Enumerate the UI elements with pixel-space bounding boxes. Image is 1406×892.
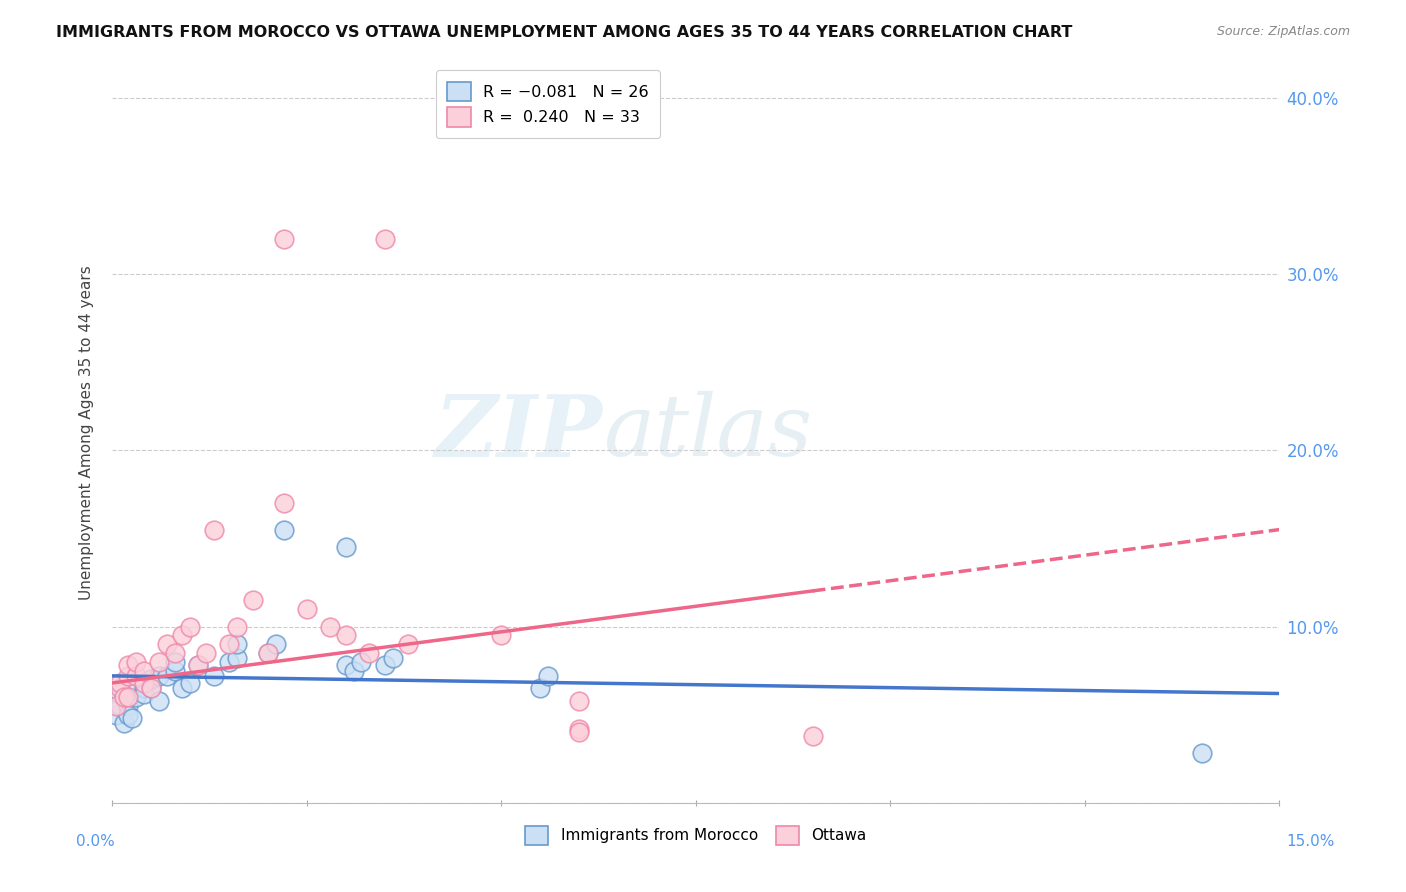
Point bbox=[125, 669, 148, 683]
Point bbox=[179, 676, 201, 690]
Point bbox=[117, 669, 139, 683]
Point bbox=[156, 669, 179, 683]
Point bbox=[105, 707, 128, 722]
Point bbox=[112, 690, 135, 704]
Point bbox=[801, 729, 824, 743]
Point bbox=[257, 646, 280, 660]
Point bbox=[125, 690, 148, 704]
Point bbox=[568, 693, 591, 707]
Text: Source: ZipAtlas.com: Source: ZipAtlas.com bbox=[1216, 25, 1350, 38]
Point bbox=[343, 664, 366, 678]
Point bbox=[374, 232, 396, 246]
Point bbox=[242, 593, 264, 607]
Point bbox=[537, 669, 560, 683]
Point bbox=[117, 690, 139, 704]
Point bbox=[226, 637, 249, 651]
Point bbox=[172, 628, 194, 642]
Point bbox=[226, 651, 249, 665]
Text: ZIP: ZIP bbox=[434, 391, 603, 475]
Point bbox=[105, 698, 128, 713]
Point bbox=[172, 681, 194, 696]
Point bbox=[295, 602, 318, 616]
Point bbox=[335, 628, 357, 642]
Point bbox=[110, 686, 132, 700]
Point bbox=[117, 690, 139, 704]
Point bbox=[132, 681, 155, 696]
Point bbox=[396, 637, 419, 651]
Point bbox=[148, 655, 170, 669]
Point bbox=[141, 681, 163, 696]
Point bbox=[187, 658, 209, 673]
Point bbox=[202, 523, 225, 537]
Point bbox=[273, 523, 295, 537]
Point bbox=[187, 658, 209, 673]
Point bbox=[110, 676, 132, 690]
Point bbox=[374, 658, 396, 673]
Point bbox=[568, 725, 591, 739]
Point bbox=[218, 637, 240, 651]
Point bbox=[273, 232, 295, 246]
Text: 0.0%: 0.0% bbox=[76, 834, 115, 848]
Point bbox=[264, 637, 287, 651]
Point bbox=[319, 619, 342, 633]
Point bbox=[194, 646, 217, 660]
Point bbox=[257, 646, 280, 660]
Point bbox=[359, 646, 381, 660]
Point bbox=[125, 655, 148, 669]
Point bbox=[110, 698, 132, 713]
Point bbox=[381, 651, 404, 665]
Point bbox=[202, 669, 225, 683]
Text: atlas: atlas bbox=[603, 392, 811, 474]
Point bbox=[112, 716, 135, 731]
Point bbox=[141, 673, 163, 687]
Point bbox=[121, 711, 143, 725]
Point bbox=[273, 496, 295, 510]
Point bbox=[125, 676, 148, 690]
Point bbox=[132, 664, 155, 678]
Legend: Immigrants from Morocco, Ottawa: Immigrants from Morocco, Ottawa bbox=[519, 820, 873, 851]
Point bbox=[568, 722, 591, 736]
Point bbox=[132, 686, 155, 700]
Point bbox=[117, 698, 139, 713]
Point bbox=[529, 681, 551, 696]
Point bbox=[491, 628, 513, 642]
Point bbox=[163, 646, 186, 660]
Point bbox=[163, 655, 186, 669]
Point bbox=[148, 669, 170, 683]
Point bbox=[179, 619, 201, 633]
Point bbox=[218, 655, 240, 669]
Point bbox=[156, 637, 179, 651]
Text: IMMIGRANTS FROM MOROCCO VS OTTAWA UNEMPLOYMENT AMONG AGES 35 TO 44 YEARS CORRELA: IMMIGRANTS FROM MOROCCO VS OTTAWA UNEMPL… bbox=[56, 25, 1073, 40]
Point bbox=[226, 619, 249, 633]
Point bbox=[117, 707, 139, 722]
Point bbox=[110, 681, 132, 696]
Point bbox=[148, 693, 170, 707]
Point bbox=[163, 664, 186, 678]
Point bbox=[141, 681, 163, 696]
Point bbox=[335, 540, 357, 554]
Point bbox=[1191, 747, 1213, 761]
Point bbox=[132, 676, 155, 690]
Point bbox=[117, 658, 139, 673]
Y-axis label: Unemployment Among Ages 35 to 44 years: Unemployment Among Ages 35 to 44 years bbox=[79, 265, 94, 600]
Point bbox=[350, 655, 373, 669]
Point bbox=[335, 658, 357, 673]
Text: 15.0%: 15.0% bbox=[1286, 834, 1334, 848]
